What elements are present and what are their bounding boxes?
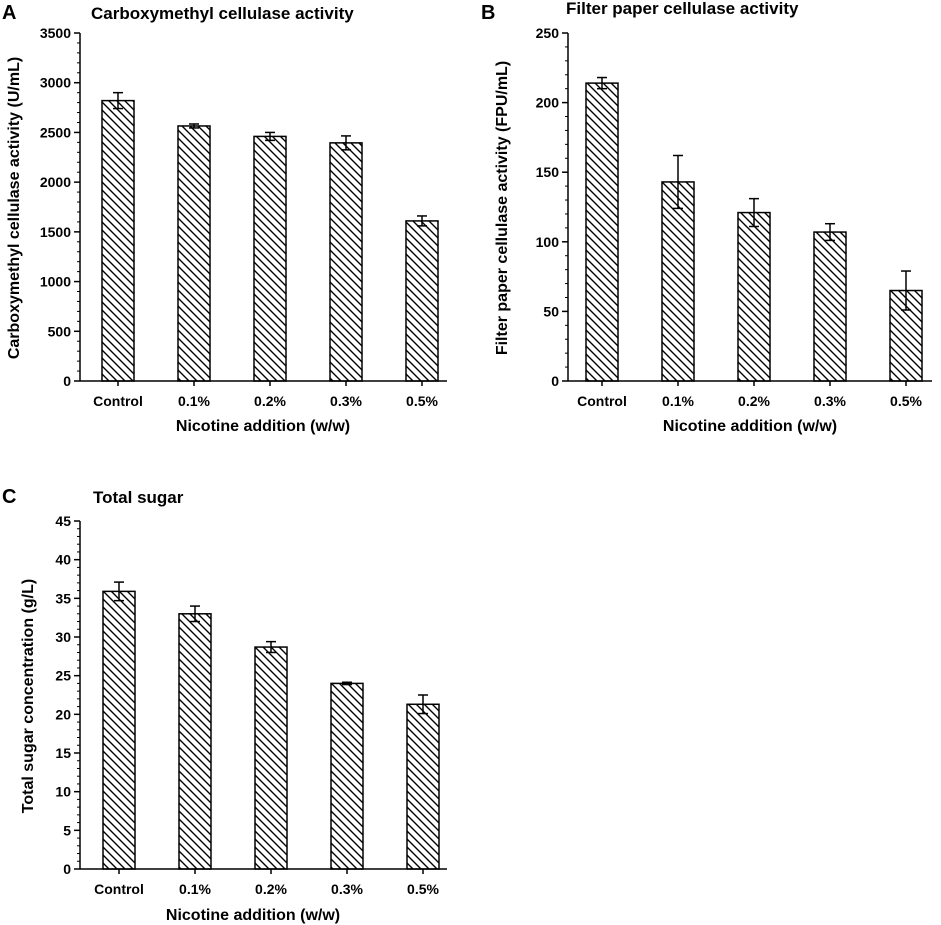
bars-group [102,581,440,870]
y-tick-label: 1500 [40,224,71,240]
panel-a: A Carboxymethyl cellulase activity Contr… [2,2,447,435]
y-axis-label: Carboxymethyl cellulase activity (U/mL) [6,57,23,359]
chart-title: Carboxymethyl cellulase activity [91,4,354,23]
bar [101,99,135,382]
x-tick-label: 0.3% [331,881,363,897]
y-tick-label: 5 [63,822,71,838]
bar [661,181,695,382]
bar [406,703,440,870]
x-tick-label: Control [94,881,144,897]
y-tick-label: 1000 [40,274,71,290]
x-axis-label: Nicotine addition (w/w) [166,907,340,924]
y-tick-label: 2500 [40,124,71,140]
y-tick-label: 250 [536,25,560,41]
y-tick-label: 30 [55,629,71,645]
panel-letter-c: C [2,486,16,508]
y-tick-label: 0 [63,861,71,877]
y-tick-label: 35 [55,590,71,606]
x-tick-label: 0.3% [330,393,362,409]
x-tick-label: 0.5% [406,393,438,409]
bar [253,135,287,382]
bar [585,82,619,382]
x-tick-label: 0.1% [662,393,694,409]
chart-title: Total sugar [93,488,184,507]
axes-group: Control 0.1% 0.2% 0.3% 0.5% 0 500 1000 1500 2000 2… [40,25,447,409]
bars-group [585,76,923,382]
y-tick-label: 45 [55,513,71,529]
bar [405,220,439,382]
panel-b: B Filter paper cellulase activity Contro… [481,0,932,435]
x-axis-label: Nicotine addition (w/w) [176,418,350,435]
x-tick-label: 0.3% [814,393,846,409]
y-tick-label: 2000 [40,174,71,190]
bar [329,142,363,382]
axes-group: Control 0.1% 0.2% 0.3% 0.5% 0 5 10 15 20 25 30 35 40 4… [55,513,447,897]
bar [737,211,771,382]
axes-group: Control 0.1% 0.2% 0.3% 0.5% 0 50 100 150 200 250 [536,25,932,409]
x-tick-label: 0.5% [890,393,922,409]
y-tick-label: 3000 [40,75,71,91]
y-tick-label: 100 [536,234,560,250]
x-tick-label: 0.5% [407,881,439,897]
y-tick-label: 25 [55,668,71,684]
x-tick-label: 0.2% [738,393,770,409]
bar [178,613,212,870]
y-tick-label: 500 [48,323,72,339]
y-tick-label: 20 [55,706,71,722]
bar [254,646,288,870]
bar [177,125,211,382]
x-tick-label: Control [577,393,627,409]
y-tick-label: 150 [536,164,560,180]
panel-letter-b: B [481,2,495,24]
y-tick-label: 3500 [40,25,71,41]
x-tick-label: 0.2% [255,881,287,897]
y-tick-label: 200 [536,95,560,111]
y-tick-label: 50 [543,303,559,319]
y-tick-label: 10 [55,784,71,800]
x-tick-label: 0.1% [178,393,210,409]
x-tick-label: 0.1% [179,881,211,897]
y-tick-label: 0 [551,373,559,389]
bar [813,231,847,382]
panel-c: C Total sugar Control 0.1% 0.2% 0.3% 0.5% 0 5 1… [2,486,447,924]
y-axis-label: Filter paper cellulase activity (FPU/mL) [494,61,511,355]
bars-group [101,91,439,382]
y-axis-label: Total sugar concentration (g/L) [20,579,37,813]
x-tick-label: 0.2% [254,393,286,409]
bar [330,682,364,870]
bar [102,590,136,870]
x-tick-label: Control [93,393,143,409]
y-tick-label: 0 [63,373,71,389]
x-axis-label: Nicotine addition (w/w) [663,418,837,435]
chart-title: Filter paper cellulase activity [566,0,799,18]
y-tick-label: 40 [55,552,71,568]
panel-letter-a: A [2,2,16,24]
y-tick-label: 15 [55,745,71,761]
